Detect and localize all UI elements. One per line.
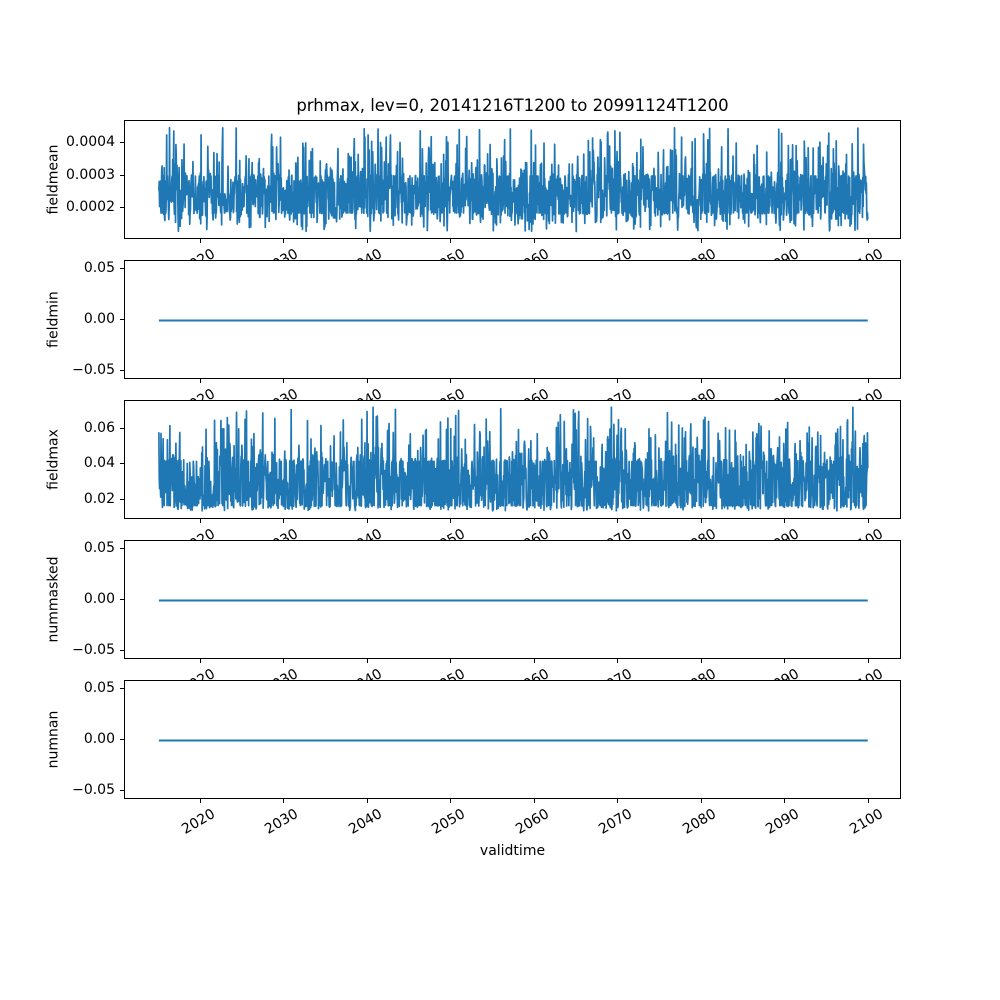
- x-tick-label: 2100: [846, 806, 886, 838]
- x-tick-mark: [533, 379, 535, 383]
- x-tick-mark: [617, 659, 619, 663]
- plot-area: [158, 126, 869, 233]
- y-tick-label: 0.06: [83, 419, 115, 436]
- x-tick-mark: [533, 659, 535, 663]
- x-tick-mark: [784, 799, 786, 803]
- y-tick-mark: [120, 789, 124, 791]
- y-tick-label: 0.0003: [66, 166, 115, 183]
- x-tick-mark: [283, 799, 285, 803]
- x-tick-mark: [450, 519, 452, 523]
- subplot-axes-fieldmean: [124, 120, 901, 239]
- x-tick-mark: [533, 519, 535, 523]
- x-tick-label: 2030: [262, 806, 302, 838]
- y-tick-label: 0.05: [83, 260, 115, 277]
- x-tick-mark: [617, 519, 619, 523]
- y-tick-label: 0.00: [83, 311, 115, 327]
- subplot-axes-numnan: [124, 680, 901, 799]
- x-tick-label: 2040: [345, 806, 385, 838]
- x-tick-mark: [700, 519, 702, 523]
- y-tick-mark: [120, 142, 124, 144]
- x-tick-mark: [199, 659, 201, 663]
- x-tick-mark: [867, 519, 869, 523]
- x-tick-mark: [283, 659, 285, 663]
- x-tick-mark: [700, 659, 702, 663]
- y-tick-label: 0.05: [83, 540, 115, 557]
- x-tick-mark: [867, 239, 869, 243]
- y-tick-label: −0.05: [72, 361, 115, 378]
- x-tick-mark: [867, 799, 869, 803]
- y-tick-label: 0.0002: [66, 198, 115, 215]
- y-tick-mark: [120, 174, 124, 176]
- x-tick-mark: [533, 239, 535, 243]
- x-tick-mark: [533, 799, 535, 803]
- x-tick-mark: [199, 379, 201, 383]
- x-tick-mark: [617, 239, 619, 243]
- y-tick-label: 0.00: [83, 731, 115, 747]
- x-tick-mark: [283, 379, 285, 383]
- x-tick-mark: [366, 799, 368, 803]
- x-tick-mark: [199, 239, 201, 243]
- subplot-axes-fieldmax: [124, 400, 901, 519]
- y-tick-mark: [120, 463, 124, 465]
- y-tick-label: 0.00: [83, 591, 115, 607]
- x-tick-mark: [700, 379, 702, 383]
- x-tick-mark: [867, 379, 869, 383]
- x-tick-mark: [784, 379, 786, 383]
- x-tick-mark: [617, 799, 619, 803]
- y-tick-mark: [120, 548, 124, 550]
- x-tick-mark: [700, 239, 702, 243]
- subplot-axes-fieldmin: [124, 260, 901, 379]
- y-tick-mark: [120, 427, 124, 429]
- y-tick-mark: [120, 739, 124, 740]
- x-tick-mark: [784, 239, 786, 243]
- y-tick-mark: [120, 499, 124, 501]
- x-tick-mark: [283, 519, 285, 523]
- x-tick-mark: [450, 379, 452, 383]
- y-tick-label: 0.02: [83, 491, 115, 508]
- x-tick-label: 2020: [179, 806, 218, 838]
- y-tick-label: −0.05: [72, 781, 115, 798]
- plot-area: [158, 599, 868, 602]
- x-tick-mark: [366, 379, 368, 383]
- x-tick-mark: [450, 659, 452, 663]
- plot-area: [158, 406, 869, 512]
- x-tick-mark: [366, 519, 368, 523]
- x-tick-label: 2080: [679, 806, 719, 838]
- x-tick-mark: [617, 379, 619, 383]
- y-tick-label: 0.04: [83, 455, 115, 472]
- x-tick-mark: [199, 799, 201, 803]
- x-tick-label: 2090: [763, 806, 803, 838]
- x-tick-label: 2050: [429, 806, 469, 838]
- plot-area: [158, 319, 868, 322]
- data-line: [158, 406, 869, 512]
- x-tick-mark: [867, 659, 869, 663]
- x-tick-mark: [450, 799, 452, 803]
- y-tick-mark: [120, 649, 124, 651]
- y-tick-mark: [120, 599, 124, 600]
- x-tick-label: 2060: [512, 806, 552, 838]
- y-tick-mark: [120, 319, 124, 320]
- x-tick-mark: [366, 659, 368, 663]
- x-tick-mark: [700, 799, 702, 803]
- y-tick-mark: [120, 206, 124, 208]
- x-tick-mark: [199, 519, 201, 523]
- data-line: [158, 126, 869, 233]
- y-tick-label: 0.05: [83, 680, 115, 697]
- y-tick-label: 0.0004: [66, 134, 115, 151]
- chart-title: prhmax, lev=0, 20141216T1200 to 20991124…: [296, 96, 729, 115]
- x-tick-mark: [283, 239, 285, 243]
- x-tick-label: 2070: [596, 806, 636, 838]
- y-tick-mark: [120, 268, 124, 270]
- x-tick-mark: [784, 659, 786, 663]
- x-tick-mark: [366, 239, 368, 243]
- y-tick-mark: [120, 688, 124, 690]
- plot-area: [158, 739, 868, 742]
- x-tick-mark: [450, 239, 452, 243]
- x-tick-mark: [784, 519, 786, 523]
- y-tick-label: −0.05: [72, 641, 115, 658]
- subplot-axes-nummasked: [124, 540, 901, 659]
- x-axis-label: validtime: [479, 843, 546, 859]
- y-tick-mark: [120, 369, 124, 371]
